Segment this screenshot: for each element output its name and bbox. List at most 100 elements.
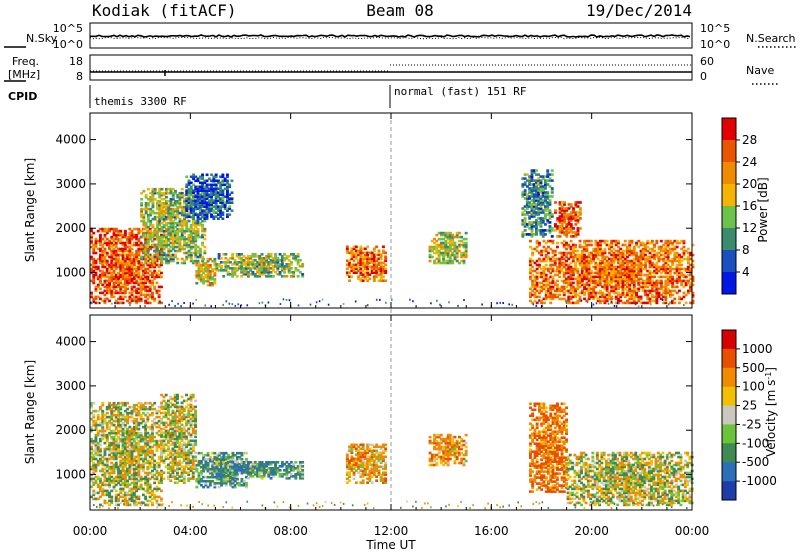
colorbar-swatch bbox=[722, 250, 736, 272]
colorbar-tick-label: 16 bbox=[742, 199, 757, 213]
heatmap-cell bbox=[367, 304, 369, 306]
power-y-label: Slant Range [km] bbox=[23, 158, 37, 262]
heatmap-cell bbox=[554, 250, 557, 253]
heatmap-cell bbox=[617, 240, 620, 243]
heatmap-cell bbox=[147, 188, 150, 191]
heatmap-cell bbox=[218, 253, 221, 256]
heatmap-cell bbox=[228, 213, 231, 216]
heatmap-cell bbox=[115, 490, 118, 493]
heatmap-cell bbox=[463, 299, 465, 301]
heatmap-cell bbox=[574, 244, 577, 247]
cpid-label: CPID bbox=[8, 90, 37, 103]
heatmap-cell bbox=[229, 303, 231, 305]
heatmap-cell bbox=[665, 299, 667, 301]
heatmap-cell bbox=[549, 209, 552, 212]
power-colorbar-label: Power [dB] bbox=[756, 177, 770, 242]
heatmap-cell bbox=[673, 302, 676, 305]
heatmap-cell bbox=[328, 304, 330, 306]
heatmap-cell bbox=[611, 301, 613, 303]
heatmap-cell bbox=[99, 302, 101, 304]
heatmap-cell bbox=[280, 303, 282, 305]
beam-title: Beam 08 bbox=[366, 1, 433, 20]
freq-right-tick-bottom: 0 bbox=[700, 70, 707, 83]
noise-right-tick-bottom: 10^0 bbox=[700, 38, 730, 51]
heatmap-cell bbox=[114, 302, 116, 304]
heatmap-cell bbox=[545, 274, 548, 277]
heatmap-cell bbox=[161, 262, 164, 265]
heatmap-cell bbox=[171, 300, 173, 302]
heatmap-cell bbox=[235, 305, 237, 307]
freq-panel: Freq. [MHz] 18 8 60 0 Nave bbox=[4, 55, 778, 84]
heatmap-cell bbox=[231, 253, 234, 256]
heatmap-cell bbox=[610, 296, 613, 299]
colorbar-tick-label: 20 bbox=[742, 177, 757, 191]
heatmap-cell bbox=[168, 304, 170, 306]
heatmap-cell bbox=[181, 188, 184, 191]
heatmap-cell bbox=[203, 234, 206, 237]
heatmap-cell bbox=[547, 252, 550, 255]
heatmap-cell bbox=[579, 217, 582, 220]
heatmap-cell bbox=[581, 300, 583, 302]
heatmap-cell bbox=[289, 299, 291, 301]
heatmap-cell bbox=[297, 253, 300, 256]
heatmap-cell bbox=[481, 304, 483, 306]
heatmap-cell bbox=[268, 302, 270, 304]
heatmap-cell bbox=[99, 288, 102, 291]
heatmap-cell bbox=[551, 213, 554, 216]
heatmap-cell bbox=[140, 242, 143, 245]
heatmap-cell bbox=[158, 294, 161, 297]
date-title: 19/Dec/2014 bbox=[586, 1, 692, 20]
heatmap-cell bbox=[283, 298, 285, 300]
heatmap-cell bbox=[538, 264, 541, 267]
heatmap-cell bbox=[624, 240, 627, 243]
heatmap-cell bbox=[535, 169, 538, 172]
heatmap-cell bbox=[348, 279, 351, 282]
heatmap-cell bbox=[572, 227, 575, 230]
cpid-segment-2: normal (fast) 151 RF bbox=[394, 85, 526, 98]
heatmap-cell bbox=[384, 279, 387, 282]
heatmap-cell bbox=[570, 240, 573, 243]
heatmap-cell bbox=[297, 275, 300, 278]
heatmap-cell bbox=[556, 284, 559, 287]
heatmap-cell bbox=[101, 402, 104, 405]
heatmap-cell bbox=[97, 266, 100, 269]
heatmap-cell bbox=[261, 253, 264, 256]
heatmap-cell bbox=[152, 224, 155, 227]
heatmap-cell bbox=[375, 246, 378, 249]
heatmap-cell bbox=[678, 290, 681, 293]
heatmap-cell bbox=[511, 304, 513, 306]
heatmap-cell bbox=[376, 299, 378, 301]
heatmap-cell bbox=[106, 252, 109, 255]
heatmap-cell bbox=[95, 252, 98, 255]
heatmap-cell bbox=[683, 240, 686, 243]
y-tick-label: 4000 bbox=[55, 133, 86, 147]
heatmap-cell bbox=[668, 303, 670, 305]
heatmap-cell bbox=[551, 173, 554, 176]
noise-left-tick-bottom: 10^0 bbox=[53, 38, 83, 51]
heatmap-cell bbox=[322, 299, 324, 301]
heatmap-cell bbox=[203, 250, 206, 253]
cpid-segment-1: themis 3300 RF bbox=[94, 95, 187, 108]
heatmap-cell bbox=[685, 302, 688, 305]
heatmap-cell bbox=[593, 304, 595, 306]
heatmap-cell bbox=[579, 207, 582, 210]
heatmap-cell bbox=[384, 267, 387, 270]
heatmap-cell bbox=[131, 248, 134, 251]
heatmap-cell bbox=[463, 260, 466, 263]
heatmap-cell bbox=[106, 260, 109, 263]
heatmap-cell bbox=[140, 202, 143, 205]
heatmap-cell bbox=[551, 235, 554, 238]
heatmap-cell bbox=[106, 412, 109, 415]
heatmap-cell bbox=[204, 305, 206, 307]
heatmap-cell bbox=[554, 209, 557, 212]
heatmap-cell bbox=[458, 232, 461, 235]
heatmap-cell bbox=[174, 190, 177, 193]
heatmap-cell bbox=[210, 305, 212, 307]
heatmap-cell bbox=[201, 242, 204, 245]
heatmap-cell bbox=[635, 303, 637, 305]
heatmap-cell bbox=[531, 252, 534, 255]
heatmap-cell bbox=[213, 258, 216, 261]
heatmap-cell bbox=[92, 232, 95, 235]
